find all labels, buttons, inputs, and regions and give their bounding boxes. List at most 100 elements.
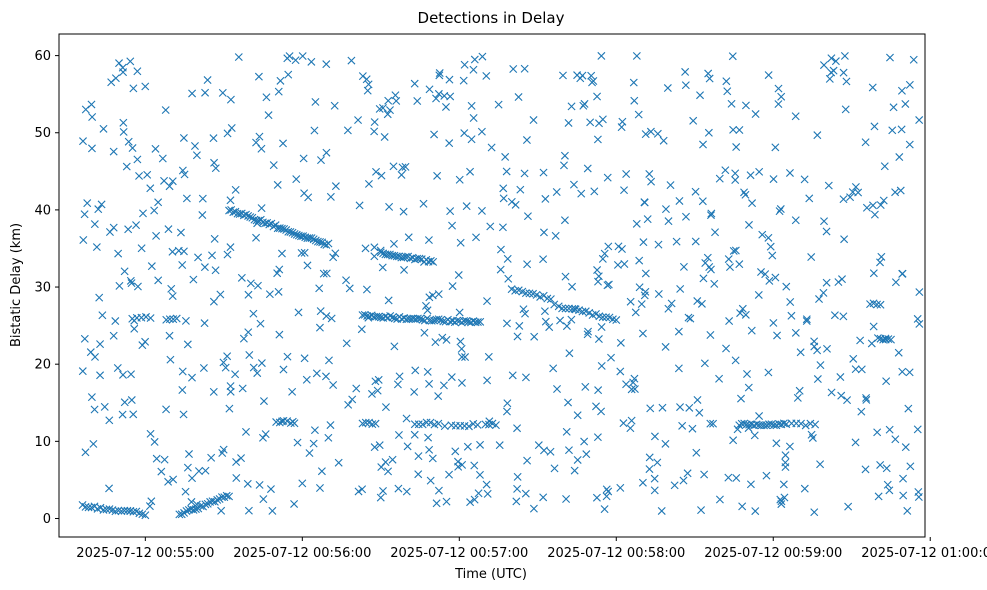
detection-point: [434, 392, 443, 401]
detection-point: [700, 470, 709, 479]
detection-point: [614, 242, 623, 251]
detection-point: [515, 321, 524, 330]
detection-point: [746, 171, 755, 180]
chart-title: Detections in Delay: [418, 9, 565, 27]
detection-point: [469, 114, 478, 122]
detection-point: [257, 204, 266, 213]
detection-point: [177, 510, 186, 519]
detection-point: [157, 467, 166, 476]
detection-point: [670, 481, 679, 490]
detection-point: [868, 201, 877, 210]
detection-point: [822, 278, 831, 287]
y-tick-label: 20: [34, 358, 51, 373]
detection-point: [434, 89, 443, 98]
detection-point: [324, 239, 333, 248]
detection-point: [896, 186, 905, 195]
y-tick-label: 50: [34, 126, 51, 141]
detection-point: [252, 233, 261, 242]
detection-point: [127, 279, 136, 288]
detection-point: [476, 440, 485, 449]
detection-point: [504, 274, 513, 283]
detection-point: [364, 179, 373, 188]
detection-point: [729, 125, 738, 134]
detection-point: [428, 454, 437, 463]
detection-point: [519, 305, 528, 314]
detection-point: [429, 257, 438, 266]
detection-point: [393, 380, 402, 389]
detection-point: [869, 322, 878, 331]
detection-point: [246, 213, 255, 222]
detection-point: [312, 369, 321, 378]
detection-point: [532, 290, 541, 299]
detection-point: [654, 240, 663, 249]
detection-point: [810, 342, 819, 351]
detection-point: [880, 162, 889, 171]
detection-point: [483, 297, 492, 306]
detection-point: [646, 127, 655, 136]
detection-point: [355, 201, 364, 210]
detection-point: [806, 419, 815, 428]
detection-point: [178, 367, 187, 376]
detection-point: [715, 495, 724, 504]
detection-point: [174, 246, 183, 255]
detection-point: [840, 235, 849, 244]
detection-point: [235, 210, 244, 218]
detection-point: [513, 472, 522, 481]
detection-point: [219, 358, 228, 367]
detection-point: [774, 84, 783, 93]
detection-point: [470, 495, 479, 504]
detection-point: [721, 166, 730, 175]
detection-point: [262, 93, 271, 102]
detection-point: [371, 419, 380, 428]
detection-point: [811, 420, 820, 429]
detection-point: [842, 77, 851, 86]
detection-point: [406, 254, 415, 263]
detection-point: [568, 304, 577, 313]
detection-point: [400, 265, 409, 274]
detection-point: [376, 493, 385, 502]
detection-point: [630, 96, 639, 105]
detection-point: [92, 243, 101, 252]
detection-point: [425, 445, 434, 454]
detection-point: [869, 269, 878, 278]
detection-point: [750, 431, 759, 440]
detection-point: [764, 233, 773, 242]
detection-point: [221, 363, 230, 372]
detection-point: [200, 263, 209, 272]
detection-point: [115, 59, 124, 68]
detection-point: [727, 99, 736, 108]
detection-point: [884, 335, 893, 344]
detection-point: [513, 484, 522, 493]
detection-point: [252, 138, 261, 147]
detection-point: [664, 304, 673, 313]
detection-point: [464, 422, 473, 431]
detection-point: [761, 270, 770, 279]
detection-point: [567, 315, 576, 324]
detection-point: [664, 217, 673, 226]
detection-point: [414, 470, 423, 479]
detection-point: [370, 243, 379, 252]
detection-point: [737, 394, 745, 403]
detection-point: [590, 187, 599, 196]
detection-point: [775, 207, 784, 216]
detection-point: [322, 269, 331, 278]
detection-point: [564, 446, 573, 455]
detection-point: [862, 393, 871, 402]
detection-point: [462, 202, 471, 211]
detection-point: [161, 106, 170, 115]
detection-point: [511, 200, 520, 209]
detection-point: [114, 506, 123, 515]
detection-point: [688, 424, 697, 433]
detection-point: [385, 202, 394, 211]
detection-point: [327, 314, 336, 323]
detection-point: [782, 282, 791, 291]
detection-point: [909, 55, 918, 64]
detection-point: [459, 76, 468, 85]
x-tick-label: 2025-07-12 00:57:00: [390, 546, 528, 561]
detection-point: [201, 500, 210, 509]
detection-point: [372, 167, 380, 176]
detection-point: [324, 356, 333, 365]
detection-point: [96, 371, 105, 380]
x-tick-label: 2025-07-12 00:58:00: [547, 546, 685, 561]
detection-point: [96, 340, 105, 349]
